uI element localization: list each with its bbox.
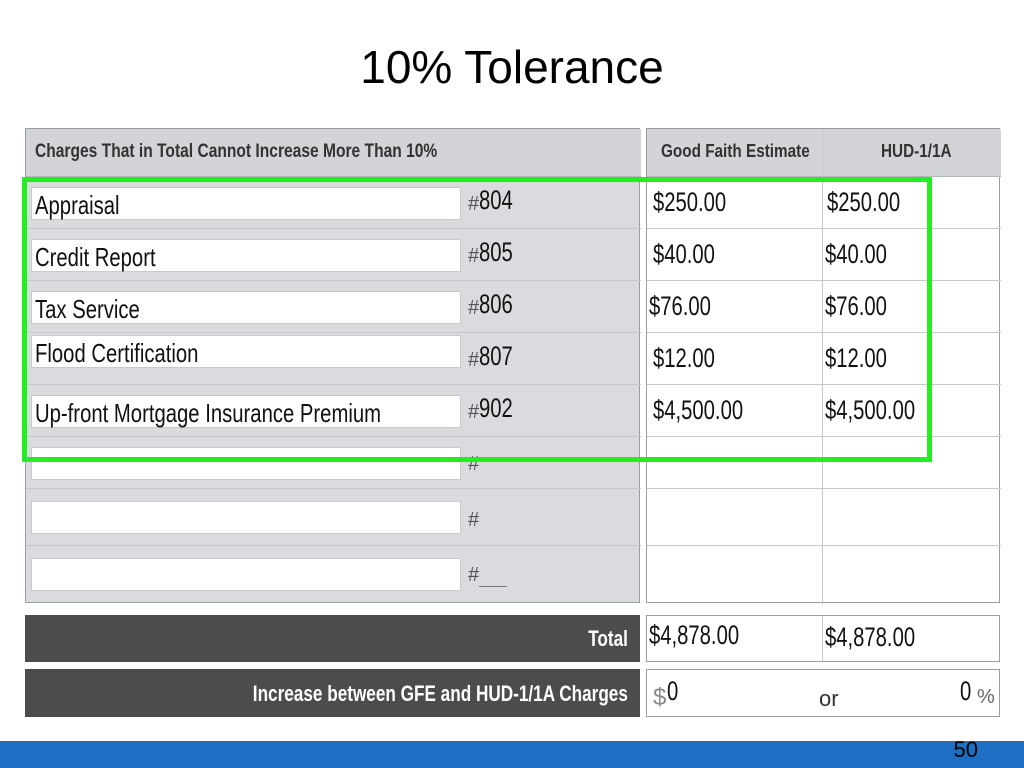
charge-row: # (26, 546, 641, 604)
charge-row: Tax Service # 806 (26, 281, 641, 333)
increase-amounts: $ 0 or 0 % (646, 669, 1000, 717)
gfe-total: $4,878.00 (649, 620, 740, 650)
or-text: or (819, 686, 839, 711)
column-divider (822, 129, 823, 604)
charge-name-field[interactable]: Up-front Mortgage Insurance Premium (31, 395, 461, 428)
charge-row: # (26, 489, 641, 546)
hud-column-header: HUD-1/1A (881, 141, 952, 161)
charge-row: Credit Report # 805 (26, 229, 641, 281)
hud-total: $4,878.00 (825, 622, 916, 652)
hud-amount: $12.00 (825, 343, 887, 373)
amount-row (647, 489, 1001, 546)
hash-symbol: # (468, 453, 480, 475)
gfe-amount: $40.00 (653, 239, 715, 269)
charge-name-field[interactable]: Flood Certification (31, 335, 461, 368)
charges-panel: Charges That in Total Cannot Increase Mo… (25, 128, 641, 604)
amount-row: $4,500.00 $4,500.00 (647, 385, 1001, 437)
charge-row: Appraisal # 804 (26, 177, 641, 229)
hash-symbol: # (468, 193, 480, 215)
total-amounts: $4,878.00 $4,878.00 (646, 615, 1000, 662)
hash-symbol: # (468, 297, 480, 319)
hud-amount: $40.00 (825, 239, 887, 269)
hud-amount: $76.00 (825, 291, 887, 321)
charge-row: Up-front Mortgage Insurance Premium # 90… (26, 385, 641, 437)
amount-row (647, 546, 1001, 604)
increase-label-bar: Increase between GFE and HUD-1/1A Charge… (25, 669, 640, 717)
section-header: Charges That in Total Cannot Increase Mo… (26, 129, 641, 177)
footer-bar (0, 741, 1024, 768)
increase-amount[interactable]: 0 (667, 676, 679, 706)
amount-row (647, 437, 1001, 489)
line-number: 902 (479, 393, 513, 423)
gfe-amount: $250.00 (653, 187, 727, 217)
amount-row: $76.00 $76.00 (647, 281, 1001, 333)
hud-amount: $4,500.00 (825, 395, 916, 425)
increase-percent[interactable]: 0 (960, 676, 972, 706)
amounts-panel: Good Faith Estimate HUD-1/1A $250.00 $25… (646, 128, 1001, 604)
amount-columns-header: Good Faith Estimate HUD-1/1A (647, 129, 1001, 177)
line-number: 806 (479, 289, 513, 319)
charge-name-field[interactable]: Credit Report (31, 239, 461, 272)
charge-name-field[interactable] (31, 501, 461, 534)
gfe-amount: $4,500.00 (653, 395, 744, 425)
charge-name: Appraisal (35, 190, 120, 220)
column-divider (822, 616, 823, 661)
line-number: 807 (479, 341, 513, 371)
highlight-box (22, 177, 932, 462)
hud-amount: $250.00 (827, 187, 901, 217)
hash-symbol: # (468, 564, 480, 586)
gfe-amount: $76.00 (649, 291, 711, 321)
hash-symbol: # (468, 245, 480, 267)
fee-comparison-form: Charges That in Total Cannot Increase Mo… (25, 128, 1001, 718)
charge-name-field[interactable] (31, 447, 461, 480)
hash-symbol: # (468, 509, 480, 531)
charge-name: Up-front Mortgage Insurance Premium (35, 398, 382, 428)
amount-row: $250.00 $250.00 (647, 177, 1001, 229)
charge-name: Credit Report (35, 242, 156, 272)
slide-title: 10% Tolerance (360, 41, 664, 93)
dollar-symbol: $ (653, 684, 667, 711)
gfe-column-header: Good Faith Estimate (661, 141, 810, 161)
increase-label: Increase between GFE and HUD-1/1A Charge… (252, 681, 628, 706)
charge-name: Tax Service (35, 294, 140, 324)
line-number: 805 (479, 237, 513, 267)
line-number: 804 (479, 185, 513, 215)
charge-name-field[interactable] (31, 558, 461, 591)
amount-row: $40.00 $40.00 (647, 229, 1001, 281)
charge-name-field[interactable]: Appraisal (31, 187, 461, 220)
charge-name: Flood Certification (35, 338, 199, 368)
hash-symbol: # (468, 349, 480, 371)
page-number: 50 (953, 737, 978, 762)
gfe-amount: $12.00 (653, 343, 715, 373)
hash-symbol: # (468, 401, 480, 423)
amount-row: $12.00 $12.00 (647, 333, 1001, 385)
charge-row: Flood Certification # 807 (26, 333, 641, 385)
total-label-bar: Total (25, 615, 640, 662)
line-number-blank[interactable] (479, 586, 507, 587)
charge-row: # (26, 437, 641, 489)
section-header-text: Charges That in Total Cannot Increase Mo… (35, 141, 438, 162)
charge-name-field[interactable]: Tax Service (31, 291, 461, 324)
total-label: Total (588, 626, 628, 651)
percent-symbol: % (977, 686, 995, 708)
